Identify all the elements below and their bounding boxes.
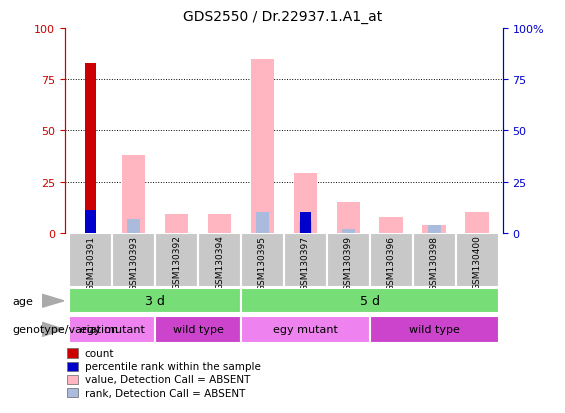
Bar [300, 213, 311, 233]
Bar [428, 225, 441, 233]
Text: percentile rank within the sample: percentile rank within the sample [85, 361, 260, 371]
Text: GSM130400: GSM130400 [472, 235, 481, 290]
Text: egy mutant: egy mutant [273, 325, 338, 335]
Bar [69, 233, 112, 287]
Bar [251, 59, 274, 233]
Bar [455, 233, 498, 287]
Bar [294, 174, 317, 233]
Bar [241, 233, 284, 287]
Text: GSM130391: GSM130391 [86, 235, 95, 290]
Text: age: age [12, 296, 33, 306]
Bar [122, 156, 145, 233]
Bar [380, 217, 403, 233]
Text: GSM130399: GSM130399 [344, 235, 353, 290]
Text: GDS2550 / Dr.22937.1.A1_at: GDS2550 / Dr.22937.1.A1_at [183, 10, 382, 24]
Text: GSM130397: GSM130397 [301, 235, 310, 290]
Text: wild type: wild type [408, 325, 459, 335]
Bar [299, 221, 312, 233]
Polygon shape [42, 295, 64, 307]
Bar [423, 225, 446, 233]
Bar [69, 316, 155, 343]
Bar [466, 213, 489, 233]
Text: GSM130392: GSM130392 [172, 235, 181, 290]
Text: genotype/variation: genotype/variation [12, 325, 119, 335]
Bar [241, 289, 498, 313]
Bar [69, 289, 241, 313]
Text: wild type: wild type [173, 325, 224, 335]
Bar [165, 215, 188, 233]
Bar [256, 213, 269, 233]
Text: GSM130398: GSM130398 [429, 235, 438, 290]
Text: rank, Detection Call = ABSENT: rank, Detection Call = ABSENT [85, 388, 245, 398]
Bar [284, 233, 327, 287]
Bar [85, 64, 96, 233]
Bar [337, 203, 360, 233]
Text: 5 d: 5 d [360, 294, 380, 308]
Bar [155, 233, 198, 287]
Text: count: count [85, 348, 114, 358]
Bar [112, 233, 155, 287]
Bar [342, 229, 355, 233]
Bar [412, 233, 455, 287]
Bar [241, 316, 370, 343]
Bar [208, 215, 231, 233]
Bar [327, 233, 370, 287]
Text: GSM130393: GSM130393 [129, 235, 138, 290]
Polygon shape [42, 323, 64, 337]
Text: egy mutant: egy mutant [80, 325, 145, 335]
Text: 3 d: 3 d [145, 294, 165, 308]
Bar [85, 211, 96, 233]
Text: GSM130394: GSM130394 [215, 235, 224, 290]
Bar [155, 316, 241, 343]
Bar [370, 233, 412, 287]
Bar [370, 316, 498, 343]
Bar [198, 233, 241, 287]
Bar [127, 219, 140, 233]
Text: GSM130396: GSM130396 [386, 235, 396, 290]
Text: GSM130395: GSM130395 [258, 235, 267, 290]
Text: value, Detection Call = ABSENT: value, Detection Call = ABSENT [85, 375, 250, 385]
